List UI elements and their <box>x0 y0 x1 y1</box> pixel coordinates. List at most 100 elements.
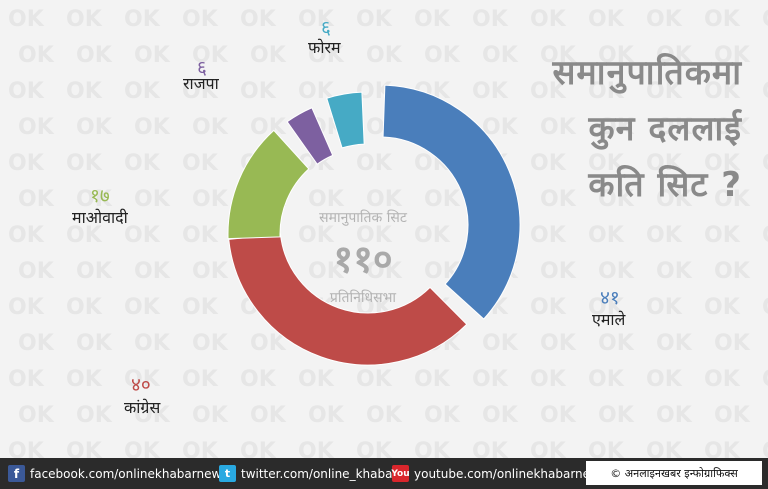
twitter-icon: t <box>219 465 236 482</box>
watermark-tile: OK <box>482 331 519 356</box>
watermark-tile: OK <box>366 187 403 212</box>
watermark-tile: OK <box>540 115 577 140</box>
watermark-tile: OK <box>366 403 403 428</box>
watermark-tile: OK <box>540 43 577 68</box>
watermark-tile: OK <box>76 259 113 284</box>
watermark-tile: OK <box>540 403 577 428</box>
watermark-tile: OK <box>656 187 693 212</box>
center-caption: समानुपातिक सिट <box>319 210 407 226</box>
watermark-tile: OK <box>540 331 577 356</box>
watermark-tile: OK <box>646 367 683 392</box>
watermark-tile: OK <box>366 259 403 284</box>
watermark-tile: OK <box>356 7 393 32</box>
watermark-tile: OK <box>472 79 509 104</box>
watermark-tile: OK <box>714 331 751 356</box>
watermark-tile: OK <box>66 151 103 176</box>
watermark-tile: OK <box>704 439 741 458</box>
watermark-tile: OK <box>134 115 171 140</box>
watermark-tile: OK <box>704 151 741 176</box>
youtube-link[interactable]: You youtube.com/onlinekhabarnews <box>391 458 606 489</box>
watermark-tile: OK <box>18 331 55 356</box>
watermark-tile: OK <box>192 331 229 356</box>
watermark-tile: OK <box>530 223 567 248</box>
watermark-tile: OK <box>76 115 113 140</box>
watermark-tile: OK <box>356 151 393 176</box>
watermark-tile: OK <box>530 295 567 320</box>
donut-segment-0 <box>382 84 521 320</box>
watermark-tile: OK <box>18 43 55 68</box>
watermark-tile: OK <box>762 7 768 32</box>
donut-segment-4 <box>326 91 365 149</box>
donut-segment-2 <box>227 129 310 240</box>
watermark-tile: OK <box>482 43 519 68</box>
watermark-tile: OK <box>134 187 171 212</box>
facebook-link[interactable]: f facebook.com/onlinekhabarnews/ <box>8 458 232 489</box>
watermark-tile: OK <box>134 403 171 428</box>
watermark-tile: OK <box>356 223 393 248</box>
watermark-tile: OK <box>762 367 768 392</box>
watermark-tile: OK <box>18 115 55 140</box>
watermark-tile: OK <box>182 79 219 104</box>
watermark-tile: OK <box>714 403 751 428</box>
headline-line-2: कुन दललाई <box>588 109 742 149</box>
label-name-emale: एमाले <box>592 310 626 329</box>
center-subcaption: प्रतिनिधिसभा <box>329 290 397 306</box>
label-name-congress: कांग्रेस <box>124 398 161 417</box>
watermark-tile: OK <box>182 223 219 248</box>
watermark-tile: OK <box>250 403 287 428</box>
watermark-tile: OK <box>762 439 768 458</box>
credit-badge: © अनलाइनखबर इन्फोग्राफिक्स <box>586 461 762 485</box>
watermark-tile: OK <box>192 43 229 68</box>
watermark-tile: OK <box>598 331 635 356</box>
watermark-tile: OK <box>598 259 635 284</box>
watermark-tile: OK <box>714 259 751 284</box>
watermark-tile: OK <box>66 367 103 392</box>
watermark-tile: OK <box>540 259 577 284</box>
watermark-tile: OK <box>714 43 751 68</box>
watermark-tile: OK <box>76 187 113 212</box>
watermark-tile: OK <box>124 7 161 32</box>
watermark-tile: OK <box>18 259 55 284</box>
watermark-tile: OK <box>76 331 113 356</box>
twitter-link[interactable]: t twitter.com/online_khabar <box>219 458 397 489</box>
watermark-tile: OK <box>424 187 461 212</box>
watermark-tile: OK <box>298 367 335 392</box>
watermark-tile: OK <box>598 115 635 140</box>
watermark-tile: OK <box>704 367 741 392</box>
watermark-tile: OK <box>124 151 161 176</box>
watermark-tile: OK <box>424 403 461 428</box>
watermark-tile: OK <box>18 187 55 212</box>
watermark-tile: OK <box>8 367 45 392</box>
watermark-tile: OK <box>424 43 461 68</box>
watermark-tile: OK <box>250 331 287 356</box>
donut-segment-3 <box>286 107 334 165</box>
watermark-tile: OK <box>472 439 509 458</box>
watermark-tile: OK <box>414 7 451 32</box>
watermark-tile: OK <box>704 79 741 104</box>
watermark-tile: OK <box>588 223 625 248</box>
watermark-tile: OK <box>714 115 751 140</box>
headline-line-3: कति सिट ? <box>588 165 742 205</box>
watermark-tile: OK <box>308 43 345 68</box>
watermark-tile: OK <box>762 223 768 248</box>
watermark-tile: OK <box>124 439 161 458</box>
watermark-tile: OK <box>472 7 509 32</box>
watermark-tile: OK <box>240 439 277 458</box>
watermark-tile: OK <box>192 259 229 284</box>
watermark-tile: OK <box>530 151 567 176</box>
watermark-tile: OK <box>356 439 393 458</box>
watermark-tile: OK <box>356 367 393 392</box>
watermark-tile: OK <box>714 187 751 212</box>
watermark-tile: OK <box>588 7 625 32</box>
watermark-tile: OK <box>134 43 171 68</box>
watermark-tile: OK <box>66 7 103 32</box>
center-total: ११० <box>333 237 393 281</box>
watermark-tile: OK <box>482 403 519 428</box>
watermark-tile: OK <box>250 43 287 68</box>
watermark-tile: OK <box>124 223 161 248</box>
watermark-tile: OK <box>8 151 45 176</box>
watermark-tile: OK <box>530 79 567 104</box>
label-value-maoist: १७ <box>90 185 110 207</box>
label-value-congress: ४० <box>131 374 151 396</box>
watermark-tile: OK <box>66 295 103 320</box>
